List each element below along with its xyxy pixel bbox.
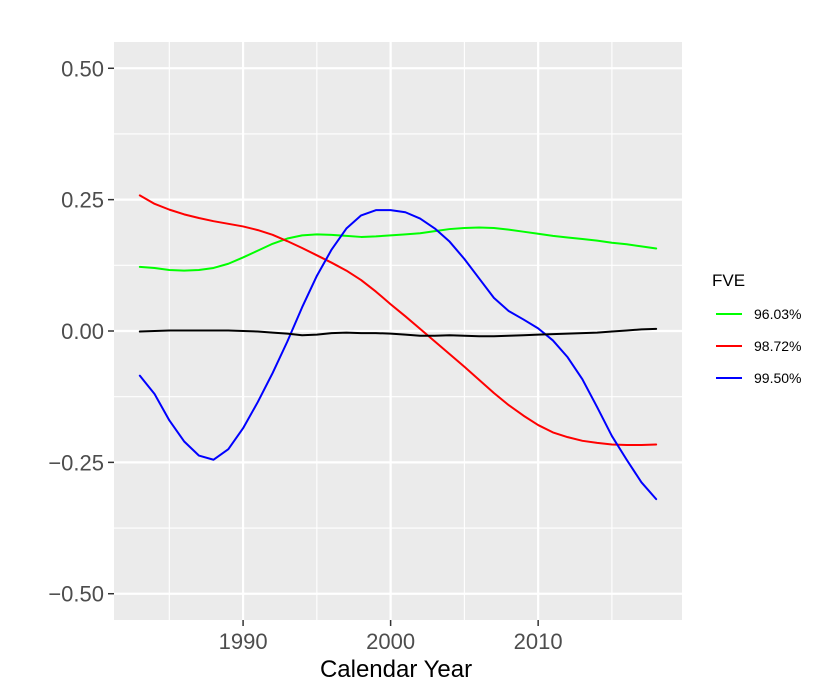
series-line — [138, 209, 658, 501]
legend: FVE 96.03% 98.72% 99.50% — [712, 271, 801, 386]
legend-label: 98.72% — [754, 338, 801, 354]
legend-entries: 96.03% 98.72% 99.50% — [716, 306, 801, 386]
legend-title: FVE — [712, 271, 745, 290]
y-tick-label: 0.25 — [61, 188, 104, 213]
x-axis: 1990 2000 2010 — [219, 620, 563, 654]
y-tick-label: 0.00 — [61, 319, 104, 344]
x-axis-label: Calendar Year — [320, 656, 472, 683]
series-layer — [138, 194, 658, 501]
legend-label: 99.50% — [754, 370, 801, 386]
x-tick-label: 2000 — [366, 629, 415, 654]
y-tick-label: −0.25 — [48, 450, 104, 475]
legend-label: 96.03% — [754, 306, 801, 322]
series-line — [138, 194, 658, 447]
y-tick-label: −0.50 — [48, 582, 104, 607]
y-tick-label: 0.50 — [61, 56, 104, 81]
series-line — [138, 226, 658, 272]
grid-major — [114, 42, 682, 620]
series-line — [138, 327, 658, 338]
y-axis: 0.50 0.25 0.00 −0.25 −0.50 — [48, 56, 114, 607]
x-tick-label: 1990 — [219, 629, 268, 654]
x-tick-label: 2010 — [514, 629, 563, 654]
